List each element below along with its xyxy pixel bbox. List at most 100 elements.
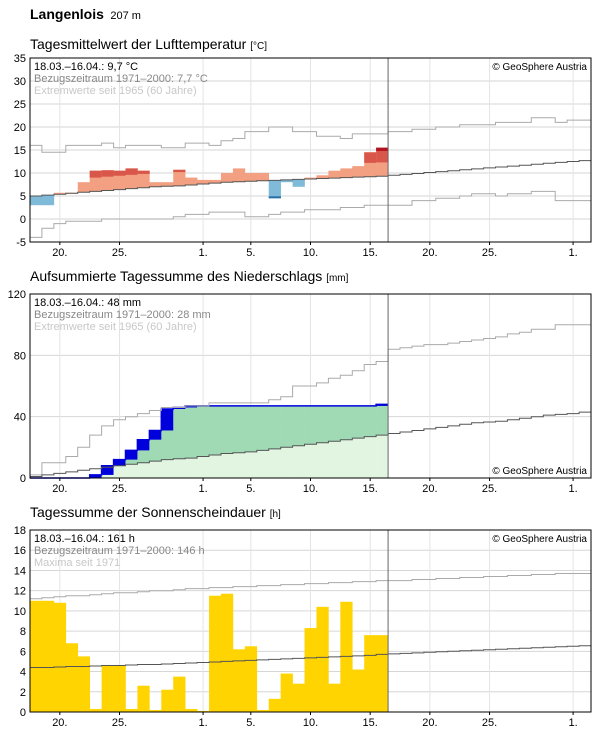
temperature-x-tick-label: 1. [198, 247, 207, 259]
sunshine-bar [364, 635, 377, 712]
precip-below-ref [256, 450, 270, 478]
precip-below-ref [340, 439, 353, 478]
temperature-y-tick-label: 35 [14, 53, 26, 65]
temperature-info-observed: 18.03.–16.04.: 9,7 °C [34, 61, 138, 73]
precip-below-ref [232, 452, 246, 478]
sunshine-bar [65, 643, 79, 712]
sunshine-x-tick-label: 1. [198, 717, 207, 729]
sunshine-y-tick-label: 0 [20, 707, 26, 719]
sunshine-max-line [30, 573, 591, 600]
temperature-bar [352, 166, 365, 178]
temperature-bar-warmer [376, 147, 389, 163]
temperature-unit: [°C] [250, 41, 267, 52]
sunshine-bar [41, 600, 55, 712]
sunshine-bar [232, 649, 246, 712]
precipitation-x-tick-label: 10. [303, 483, 318, 495]
precipitation-title-text: Aufsummierte Tagessumme des Niederschlag… [30, 268, 323, 284]
precipitation-x-tick-label: 5. [246, 483, 255, 495]
temperature-x-tick-label: 25. [482, 247, 497, 259]
precip-daily-increment [376, 404, 389, 406]
precip-above-ref [209, 405, 222, 455]
sunshine-y-tick-label: 6 [20, 646, 26, 658]
precip-below-ref [244, 451, 258, 478]
precip-below-ref [364, 436, 377, 478]
precipitation-credit: © GeoSphere Austria [492, 466, 587, 477]
precip-daily-increment [149, 430, 162, 440]
temperature-bar-hot [376, 147, 389, 151]
precipitation-info-observed: 18.03.–16.04.: 48 mm [34, 297, 141, 309]
sunshine-y-tick-label: 12 [14, 586, 26, 598]
precipitation-info-extremes: Extremwerte seit 1965 (60 Jahre) [34, 321, 197, 333]
precip-max-line [30, 324, 591, 476]
precip-below-ref [161, 459, 174, 478]
temperature-title-text: Tagesmittelwert der Lufttemperatur [30, 36, 247, 52]
precip-daily-increment [185, 405, 198, 408]
sunshine-bar [185, 708, 198, 712]
sunshine-y-tick-label: 8 [20, 626, 26, 638]
sunshine-bar [125, 708, 138, 712]
temperature-y-tick-label: 0 [20, 214, 26, 226]
sunshine-bar [161, 689, 174, 712]
precipitation-x-tick-label: 15. [363, 483, 378, 495]
precip-below-ref [316, 442, 329, 478]
sunshine-bar [149, 709, 162, 712]
sunshine-x-tick-label: 1. [569, 717, 578, 729]
sunshine-y-tick-label: 16 [14, 545, 26, 557]
temperature-bar-warmer [173, 169, 186, 173]
precipitation-x-tick-label: 25. [112, 483, 127, 495]
precip-daily-increment [89, 474, 102, 478]
precip-below-ref [197, 456, 210, 478]
temperature-bar [268, 180, 281, 199]
temperature-title: Tagesmittelwert der Lufttemperatur [°C] [30, 36, 267, 52]
precip-above-ref [173, 407, 186, 459]
precip-below-ref [328, 441, 341, 478]
sunshine-ref-line [30, 645, 591, 668]
precip-below-ref [185, 458, 198, 478]
precip-above-ref [328, 405, 341, 442]
precip-above-ref [232, 405, 246, 453]
temperature-bar [41, 195, 55, 206]
temperature-bar-warmer [364, 152, 377, 163]
sunshine-bar [316, 606, 329, 712]
sunshine-x-tick-label: 15. [363, 717, 378, 729]
precip-above-ref [352, 405, 365, 439]
temperature-bar-cold-edge [268, 196, 281, 199]
station-header: Langenlois 207 m [30, 6, 141, 24]
precipitation-y-tick-label: 120 [8, 289, 26, 301]
temperature-y-tick-label: 10 [14, 168, 26, 180]
sunshine-bar [280, 673, 293, 712]
temperature-x-tick-label: 20. [422, 247, 437, 259]
precip-below-ref [280, 447, 293, 478]
sunshine-x-tick-label: 25. [112, 717, 127, 729]
temperature-bar [77, 182, 90, 193]
temperature-max-line [30, 117, 591, 153]
precip-below-ref [376, 435, 389, 478]
precip-below-ref [292, 445, 305, 478]
precip-above-ref [268, 405, 281, 449]
precip-above-ref [376, 404, 389, 436]
temperature-x-tick-label: 1. [569, 247, 578, 259]
precip-above-ref [244, 405, 258, 452]
precip-daily-increment [161, 409, 174, 431]
temperature-info-reference: Bezugszeitraum 1971–2000: 7,7 °C [34, 73, 208, 85]
temperature-bar [304, 177, 317, 179]
sunshine-bar [197, 710, 210, 712]
temperature-bar-warmer [101, 170, 114, 177]
temperature-y-tick-label: 5 [20, 191, 26, 203]
temperature-x-tick-label: 5. [246, 247, 255, 259]
temperature-bar [316, 175, 329, 179]
precipitation-x-tick-label: 1. [198, 483, 207, 495]
temperature-y-tick-label: 25 [14, 99, 26, 111]
sunshine-unit: [h] [269, 509, 281, 520]
temperature-bar [149, 182, 162, 187]
sunshine-y-tick-label: 10 [14, 606, 26, 618]
temperature-bar [30, 196, 43, 206]
temperature-credit: © GeoSphere Austria [492, 62, 587, 73]
temperature-bar [328, 170, 341, 179]
station-elevation: 207 m [110, 10, 141, 22]
precipitation-y-tick-label: 40 [14, 412, 26, 424]
precipitation-unit: [mm] [326, 273, 349, 284]
temperature-info-extremes: Extremwerte seit 1965 (60 Jahre) [34, 85, 197, 97]
sunshine-bar [53, 602, 67, 712]
precip-above-ref [364, 405, 377, 437]
